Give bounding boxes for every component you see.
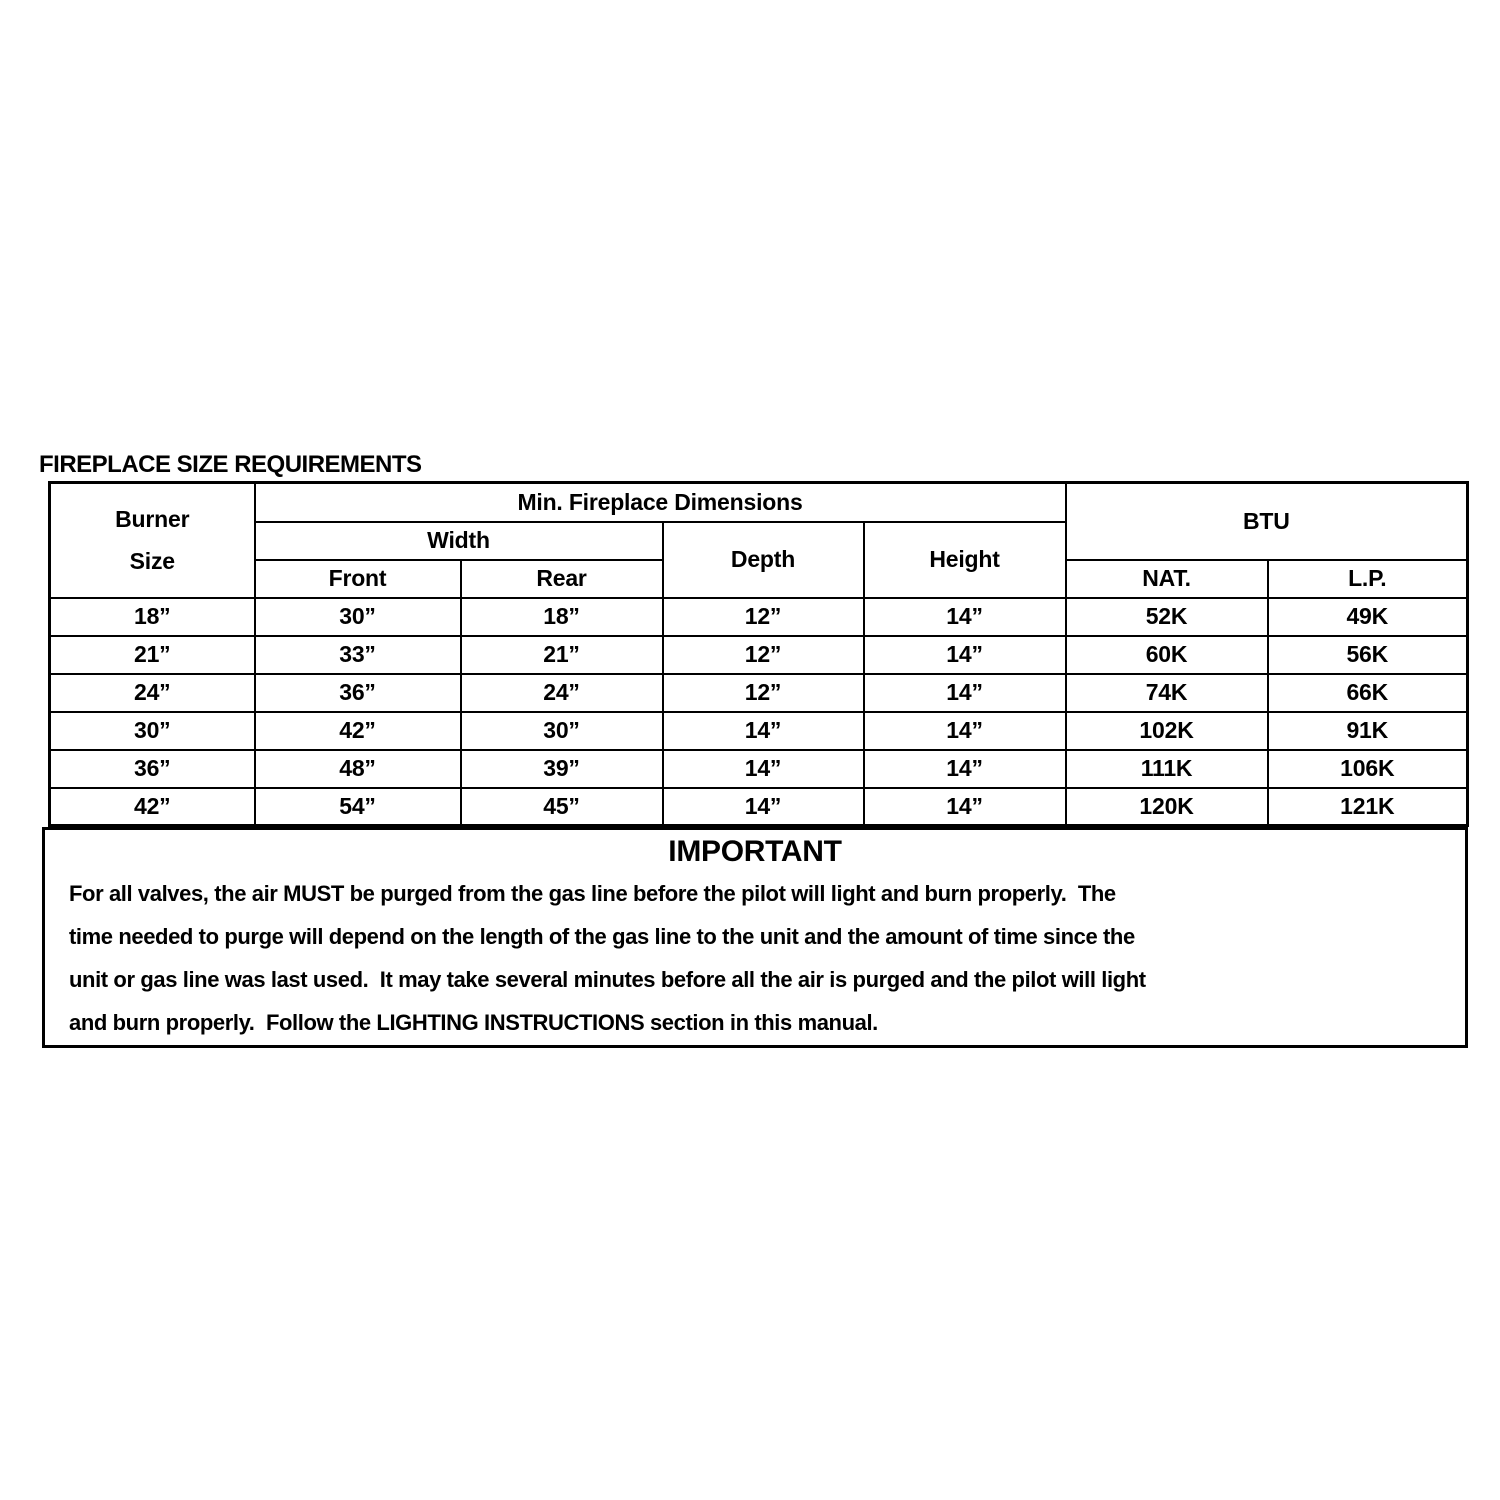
table-cell-rear: 39” (459, 748, 664, 789)
table-cell-front: 54” (253, 786, 462, 827)
table-cell-lp: 91K (1266, 710, 1469, 751)
col-header-burner-size: Burner Size (48, 481, 256, 599)
table-row: 30” 42” 30” 14” 14” 102K 91K (48, 710, 1469, 751)
table-cell-nat: 111K (1064, 748, 1269, 789)
table-row: 36” 48” 39” 14” 14” 111K 106K (48, 748, 1469, 789)
col-header-min-fireplace-dimensions: Min. Fireplace Dimensions (253, 481, 1067, 523)
table-cell-front: 33” (253, 634, 462, 675)
fireplace-size-table: Burner Size Min. Fireplace Dimensions BT… (48, 481, 1470, 827)
table-cell-lp: 66K (1266, 672, 1469, 713)
table-cell-depth: 12” (661, 672, 865, 713)
table-cell-rear: 45” (459, 786, 664, 827)
table-cell-lp: 56K (1266, 634, 1469, 675)
important-text-line: For all valves, the air MUST be purged f… (69, 881, 1116, 906)
table-cell-rear: 18” (459, 596, 664, 637)
important-paragraph: For all valves, the air MUST be purged f… (45, 872, 1465, 1044)
important-text-line: unit or gas line was last used. It may t… (69, 967, 1146, 992)
col-header-depth: Depth (661, 520, 865, 599)
table-cell-depth: 14” (661, 786, 865, 827)
table-cell-depth: 14” (661, 710, 865, 751)
table-cell-burner: 21” (48, 634, 256, 675)
table-cell-front: 36” (253, 672, 462, 713)
table-cell-nat: 74K (1064, 672, 1269, 713)
table-cell-rear: 21” (459, 634, 664, 675)
table-cell-nat: 102K (1064, 710, 1269, 751)
col-header-btu: BTU (1064, 481, 1469, 561)
table-cell-height: 14” (862, 672, 1067, 713)
table-row: 42” 54” 45” 14” 14” 120K 121K (48, 786, 1469, 827)
table-cell-burner: 24” (48, 672, 256, 713)
important-text-line: time needed to purge will depend on the … (69, 924, 1135, 949)
table-cell-depth: 12” (661, 596, 865, 637)
table-cell-burner: 36” (48, 748, 256, 789)
col-header-lp: L.P. (1266, 558, 1469, 599)
header-row-3: Front Rear NAT. L.P. (50, 558, 1469, 599)
col-header-width: Width (253, 520, 664, 561)
table-cell-height: 14” (862, 596, 1067, 637)
table-cell-nat: 60K (1064, 634, 1269, 675)
header-row-2: Width Depth Height (50, 520, 1468, 599)
table-cell-burner: 42” (48, 786, 256, 827)
table-cell-front: 30” (253, 596, 462, 637)
important-notice-box: IMPORTANT For all valves, the air MUST b… (42, 827, 1468, 1048)
table-cell-depth: 12” (661, 634, 865, 675)
table-cell-height: 14” (862, 710, 1067, 751)
table-row: 21” 33” 21” 12” 14” 60K 56K (48, 634, 1469, 675)
table-cell-nat: 120K (1064, 786, 1269, 827)
table-cell-front: 42” (253, 710, 462, 751)
table-cell-front: 48” (253, 748, 462, 789)
important-text-line: and burn properly. Follow the LIGHTING I… (69, 1010, 878, 1035)
table-cell-burner: 18” (48, 596, 256, 637)
table-cell-lp: 121K (1266, 786, 1469, 827)
table-row: 18” 30” 18” 12” 14” 52K 49K (48, 596, 1469, 637)
col-header-nat: NAT. (1064, 558, 1269, 599)
table-cell-lp: 106K (1266, 748, 1469, 789)
table-cell-rear: 24” (459, 672, 664, 713)
col-header-front: Front (253, 558, 462, 599)
table-cell-depth: 14” (661, 748, 865, 789)
col-header-height: Height (862, 520, 1067, 599)
table-cell-nat: 52K (1064, 596, 1269, 637)
important-heading: IMPORTANT (668, 835, 842, 868)
table-row: 24” 36” 24” 12” 14” 74K 66K (48, 672, 1469, 713)
table-cell-burner: 30” (48, 710, 256, 751)
page-title: FIREPLACE SIZE REQUIREMENTS (39, 451, 422, 478)
table-cell-rear: 30” (459, 710, 664, 751)
table-cell-height: 14” (862, 748, 1067, 789)
table-cell-lp: 49K (1266, 596, 1469, 637)
table-cell-height: 14” (862, 786, 1067, 827)
header-row-1: Burner Size Min. Fireplace Dimensions BT… (48, 481, 1469, 599)
col-header-rear: Rear (459, 558, 664, 599)
table-cell-height: 14” (862, 634, 1067, 675)
